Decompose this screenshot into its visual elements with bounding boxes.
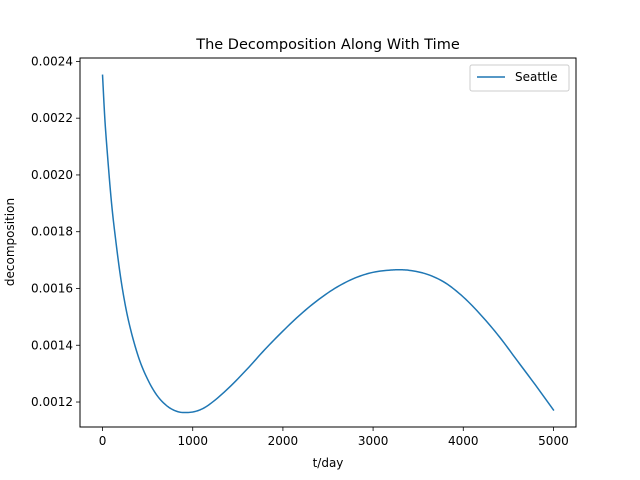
legend-box [469,64,570,92]
y-tick-label: 0.0022 [31,111,73,125]
legend: Seattle [469,64,570,92]
x-tick-label: 4000 [448,434,479,448]
y-tick-label: 0.0014 [31,338,73,352]
x-tick-label: 3000 [358,434,389,448]
y-tick-label: 0.0016 [31,281,73,295]
x-tick-label: 0 [99,434,107,448]
y-axis-label: decomposition [3,198,17,286]
y-tick-label: 0.0024 [31,54,73,68]
x-axis-label: t/day [313,456,344,470]
y-axis-ticks: 0.0012 0.0014 0.0016 0.0018 0.0020 0.0022 0.00… [31,54,80,409]
series-line-seattle [101,74,555,414]
x-axis-ticks: 0 1000 2000 3000 4000 5000 [99,427,569,448]
chart-title: The Decomposition Along With Time [195,37,460,53]
y-tick-label: 0.0018 [31,225,73,239]
legend-label-seattle: Seattle [515,70,557,84]
y-tick-label: 0.0012 [31,395,73,409]
y-tick-label: 0.0020 [31,168,73,182]
x-tick-label: 5000 [538,434,569,448]
x-tick-label: 2000 [268,434,299,448]
x-tick-label: 1000 [177,434,208,448]
plot-frame [79,57,577,428]
